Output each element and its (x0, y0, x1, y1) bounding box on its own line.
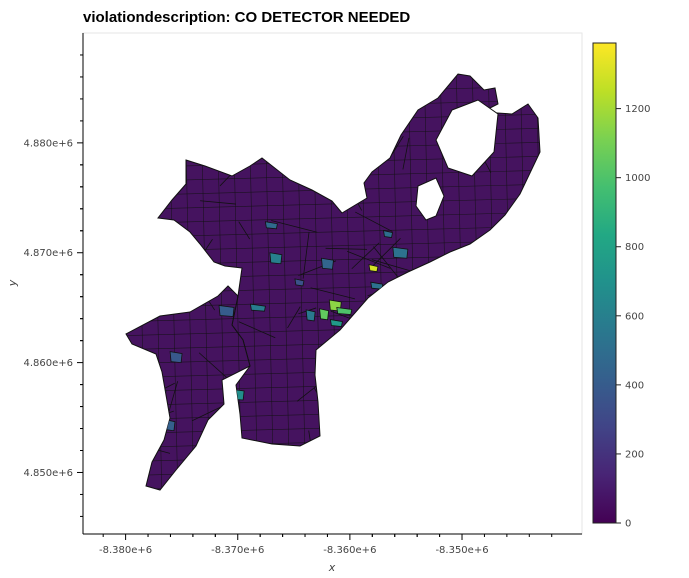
y-tick-label: 4.860e+6 (23, 358, 73, 369)
colorbar-tick-label: 1000 (625, 173, 650, 184)
x-tick-label: -8.360e+6 (323, 545, 376, 556)
map-hole-northeast (435, 99, 499, 177)
colorbar-tick-label: 0 (625, 519, 631, 530)
map-region[interactable] (249, 303, 266, 312)
x-tick-label: -8.370e+6 (211, 545, 264, 556)
colorbar-tick-label: 400 (625, 380, 644, 391)
chart-title: violationdescription: CO DETECTOR NEEDED (83, 9, 411, 26)
axes: -8.380e+6 -8.370e+6 -8.360e+6 -8.350e+6 4.8… (6, 33, 582, 574)
map-region[interactable] (336, 306, 353, 315)
map-region[interactable] (392, 246, 409, 259)
colorbar-tick-label: 600 (625, 311, 644, 322)
map-region[interactable] (294, 278, 305, 287)
map-region[interactable] (169, 351, 183, 364)
x-tick-label: -8.350e+6 (435, 545, 488, 556)
map-region[interactable] (218, 305, 235, 317)
colorbar-tick-label: 200 (625, 449, 644, 460)
city-main-region[interactable] (157, 73, 541, 447)
y-tick-label: 4.870e+6 (23, 248, 73, 259)
x-tick-label: -8.380e+6 (99, 545, 152, 556)
map-region[interactable] (321, 257, 334, 270)
map-region[interactable] (319, 308, 330, 321)
map-region[interactable] (269, 252, 283, 265)
city-west-region[interactable] (125, 285, 251, 491)
map-hole-river (415, 177, 445, 221)
map-region[interactable] (383, 230, 393, 239)
colorbar-tick-label: 1200 (625, 104, 650, 115)
colorbar-tick-label: 800 (625, 242, 644, 253)
map-region[interactable] (264, 221, 278, 230)
y-tick-label: 4.880e+6 (23, 138, 73, 149)
y-tick-label: 4.850e+6 (23, 468, 73, 479)
y-axis-label: y (6, 279, 19, 287)
x-axis-label: x (328, 561, 336, 574)
map-region[interactable] (368, 264, 379, 273)
map-region[interactable] (329, 319, 343, 327)
map-region[interactable] (305, 309, 316, 322)
colorbar: 0 200 400 600 800 1000 1200 (592, 42, 650, 530)
colorbar-gradient (592, 42, 617, 524)
